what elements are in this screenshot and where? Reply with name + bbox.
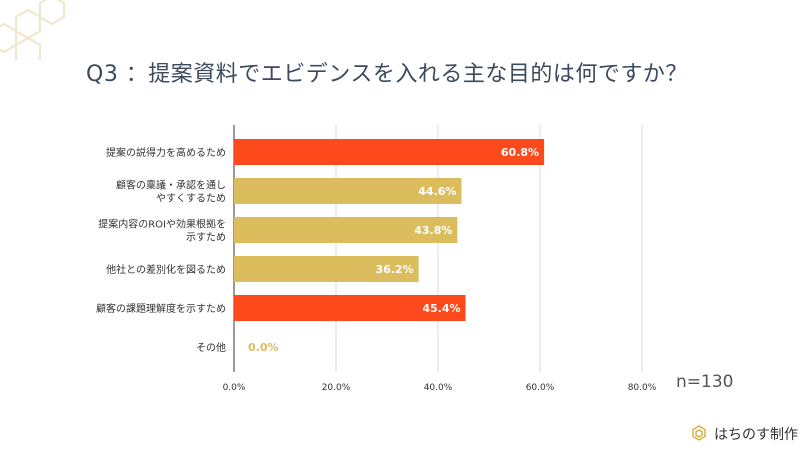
bar [234, 256, 419, 282]
category-label: 提案の説得力を高めるため [106, 146, 226, 159]
category-label: やすくするため [156, 193, 226, 205]
x-tick-label: 60.0% [526, 383, 555, 393]
category-label: その他 [196, 341, 226, 354]
honeycomb-decoration [0, 0, 65, 60]
data-label: 45.4% [422, 302, 460, 315]
category-label: 顧客の課題理解度を示すため [96, 302, 226, 315]
data-label: 36.2% [375, 263, 413, 276]
bar [234, 178, 462, 204]
x-tick-label: 20.0% [322, 383, 351, 393]
x-tick-label: 0.0% [223, 383, 246, 393]
bar [234, 295, 466, 321]
x-tick-label: 40.0% [424, 383, 453, 393]
honeycomb-icon [692, 425, 706, 441]
data-label: 60.8% [501, 146, 539, 159]
footer-brand: はちのす制作 [690, 424, 798, 444]
data-label: 0.0% [248, 341, 279, 354]
category-label: 他社との差別化を図るため [106, 263, 226, 276]
category-label: 提案内容のROIや効果根拠を [98, 218, 226, 231]
data-label: 44.6% [418, 185, 456, 198]
x-tick-label: 80.0% [628, 383, 657, 393]
brand-name: はちのす制作 [714, 427, 798, 443]
bar [234, 217, 458, 243]
category-label: 顧客の稟議・承認を通し [116, 179, 226, 192]
sample-size-label: n=130 [676, 372, 734, 392]
bar [234, 139, 545, 165]
data-label: 43.8% [414, 224, 452, 237]
category-label: 示すため [186, 232, 226, 244]
chart-title: Q3 ：提案資料でエビデンスを入れる主な目的は何ですか？ [86, 62, 688, 87]
